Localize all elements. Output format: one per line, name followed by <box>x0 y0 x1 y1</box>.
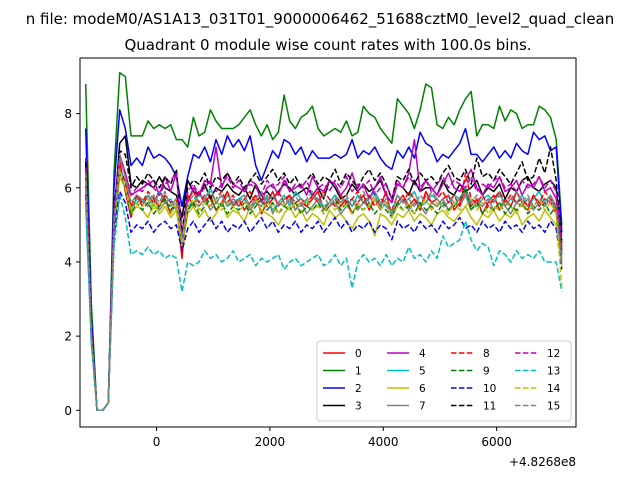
legend-label-0: 0 <box>355 348 362 360</box>
axes-frame <box>79 57 577 428</box>
y-tick-label: 0 <box>64 404 72 418</box>
legend-label-12: 12 <box>547 348 560 360</box>
legend-label-14: 14 <box>547 383 561 395</box>
series-line-12 <box>84 157 563 412</box>
legend-label-4: 4 <box>419 348 426 360</box>
series-line-2 <box>84 109 563 412</box>
legend-label-11: 11 <box>483 401 496 413</box>
legend-frame <box>316 340 572 422</box>
x-tick-label: 0 <box>153 435 161 449</box>
legend-label-7: 7 <box>419 401 426 413</box>
legend-label-3: 3 <box>355 401 362 413</box>
legend-label-1: 1 <box>355 366 362 378</box>
series-line-14 <box>84 168 563 412</box>
legend-label-13: 13 <box>547 366 560 378</box>
legend-label-2: 2 <box>355 383 362 395</box>
legend-label-5: 5 <box>419 366 426 378</box>
legend-label-15: 15 <box>547 401 560 413</box>
plot-area: 0 2000 4000 6000 0 2 4 6 8 <box>64 57 577 449</box>
chart-title: Quadrant 0 module wise count rates with … <box>124 36 531 54</box>
x-tick-label: 4000 <box>368 435 399 449</box>
series-line-15 <box>84 157 563 412</box>
x-offset-label: +4.8268e8 <box>509 455 576 469</box>
series-line-1 <box>84 72 563 412</box>
series-line-8 <box>84 164 563 412</box>
y-tick-label: 6 <box>64 181 72 195</box>
y-tick-label: 2 <box>64 330 72 344</box>
legend-label-10: 10 <box>483 383 496 395</box>
legend-label-9: 9 <box>483 366 490 378</box>
series-line-10 <box>84 190 563 412</box>
series-line-13 <box>84 194 563 412</box>
figure-suptitle: n file: modeM0/AS1A13_031T01_9000006462_… <box>26 10 615 29</box>
legend-label-8: 8 <box>483 348 490 360</box>
x-tick-label: 2000 <box>255 435 286 449</box>
y-tick-label: 4 <box>64 255 72 269</box>
y-tick-label: 8 <box>64 107 72 121</box>
legend-label-6: 6 <box>419 383 426 395</box>
x-tick-label: 6000 <box>481 435 512 449</box>
